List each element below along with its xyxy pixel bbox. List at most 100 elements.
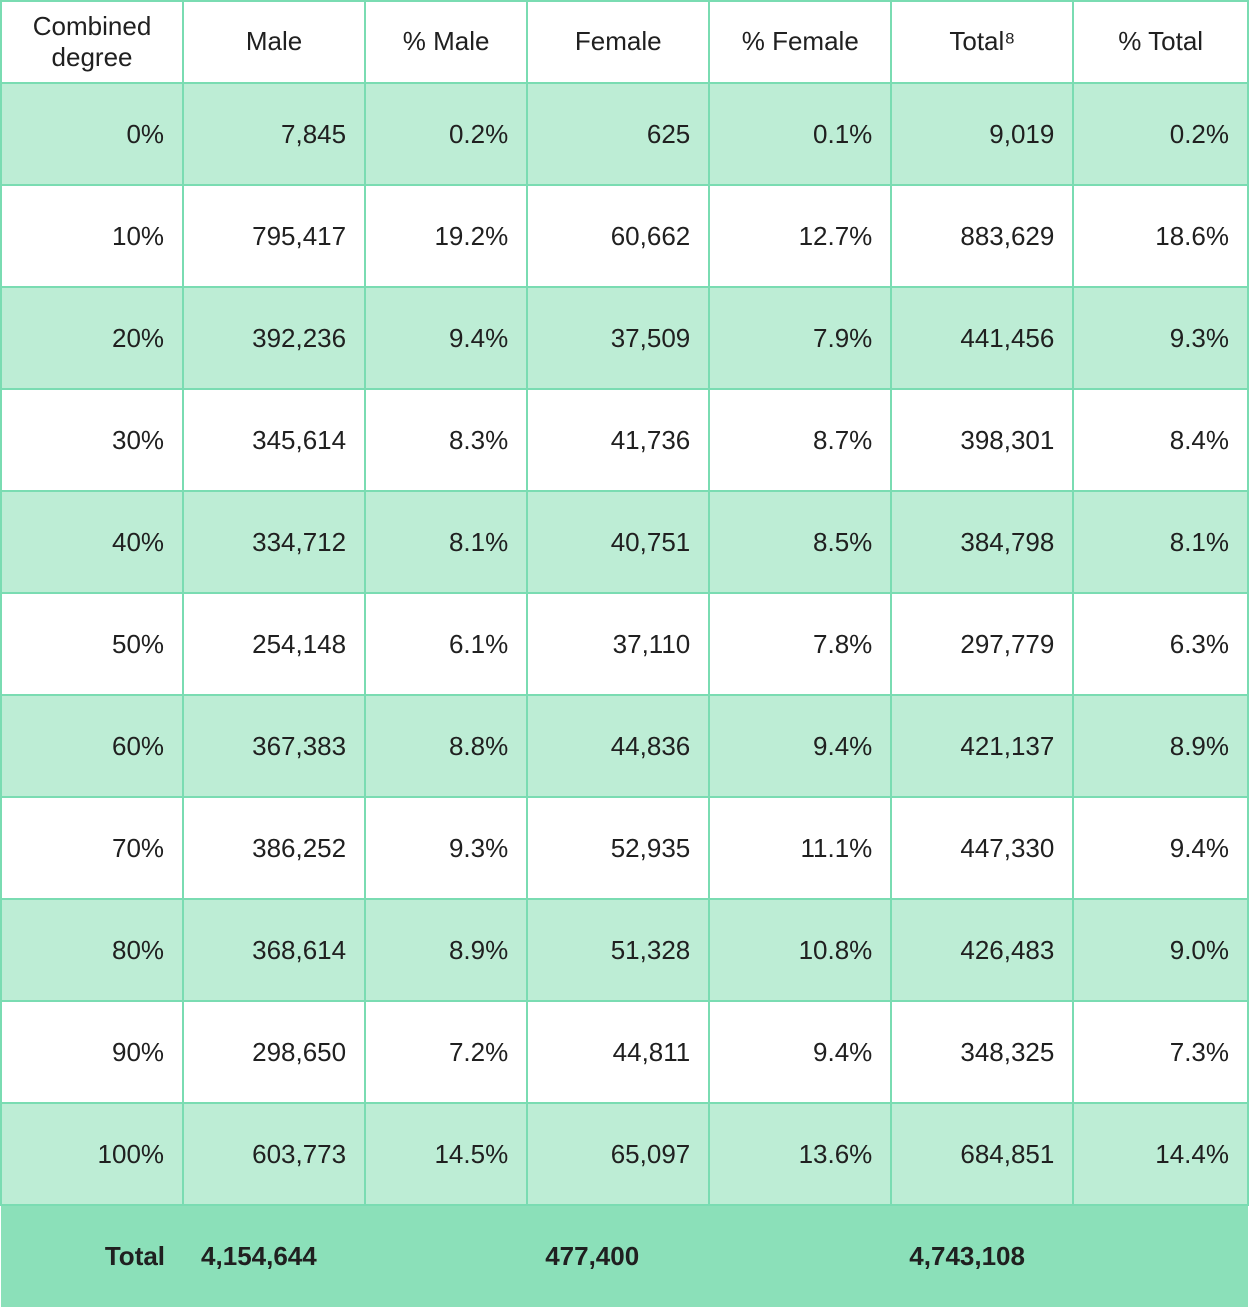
table-cell: 60% bbox=[1, 695, 183, 797]
table-cell: 367,383 bbox=[183, 695, 365, 797]
table-cell: 13.6% bbox=[709, 1103, 891, 1205]
table-cell: 297,779 bbox=[891, 593, 1073, 695]
table-cell: 9.4% bbox=[1073, 797, 1248, 899]
table-cell: 603,773 bbox=[183, 1103, 365, 1205]
table-cell: 7.8% bbox=[709, 593, 891, 695]
footer-label: Total bbox=[1, 1205, 183, 1307]
table-cell: 386,252 bbox=[183, 797, 365, 899]
table-cell: 37,509 bbox=[527, 287, 709, 389]
table-cell: 6.3% bbox=[1073, 593, 1248, 695]
table-cell: 14.5% bbox=[365, 1103, 527, 1205]
table-cell: 9.3% bbox=[1073, 287, 1248, 389]
table-cell: 7.2% bbox=[365, 1001, 527, 1103]
column-header: Male bbox=[183, 1, 365, 83]
table-row: 90%298,6507.2%44,8119.4%348,3257.3% bbox=[1, 1001, 1248, 1103]
table-cell: 384,798 bbox=[891, 491, 1073, 593]
table-cell: 254,148 bbox=[183, 593, 365, 695]
table-cell: 7,845 bbox=[183, 83, 365, 185]
table-cell: 9.4% bbox=[709, 695, 891, 797]
table-cell: 398,301 bbox=[891, 389, 1073, 491]
data-table: Combined degreeMale% MaleFemale% FemaleT… bbox=[0, 0, 1249, 1307]
footer-male-total: 4,154,644 bbox=[183, 1205, 365, 1307]
table-cell: 51,328 bbox=[527, 899, 709, 1001]
table-row: 70%386,2529.3%52,93511.1%447,3309.4% bbox=[1, 797, 1248, 899]
footer-grand-total: 4,743,108 bbox=[891, 1205, 1073, 1307]
table-cell: 6.1% bbox=[365, 593, 527, 695]
table-cell: 19.2% bbox=[365, 185, 527, 287]
table-cell: 37,110 bbox=[527, 593, 709, 695]
table-cell: 9,019 bbox=[891, 83, 1073, 185]
table-cell: 52,935 bbox=[527, 797, 709, 899]
table-row: 100%603,77314.5%65,09713.6%684,85114.4% bbox=[1, 1103, 1248, 1205]
table-cell: 60,662 bbox=[527, 185, 709, 287]
table-cell: 441,456 bbox=[891, 287, 1073, 389]
table-cell: 9.4% bbox=[365, 287, 527, 389]
table-cell: 298,650 bbox=[183, 1001, 365, 1103]
table-header-row: Combined degreeMale% MaleFemale% FemaleT… bbox=[1, 1, 1248, 83]
footer-empty bbox=[1073, 1205, 1248, 1307]
table-cell: 11.1% bbox=[709, 797, 891, 899]
table-cell: 8.5% bbox=[709, 491, 891, 593]
table-row: 80%368,6148.9%51,32810.8%426,4839.0% bbox=[1, 899, 1248, 1001]
footer-female-total: 477,400 bbox=[527, 1205, 709, 1307]
table-cell: 40,751 bbox=[527, 491, 709, 593]
footer-empty bbox=[709, 1205, 891, 1307]
table-cell: 684,851 bbox=[891, 1103, 1073, 1205]
table-cell: 20% bbox=[1, 287, 183, 389]
table-cell: 8.1% bbox=[365, 491, 527, 593]
table-row: 10%795,41719.2%60,66212.7%883,62918.6% bbox=[1, 185, 1248, 287]
table-cell: 70% bbox=[1, 797, 183, 899]
table-cell: 0% bbox=[1, 83, 183, 185]
table-cell: 80% bbox=[1, 899, 183, 1001]
table-cell: 50% bbox=[1, 593, 183, 695]
table-cell: 44,836 bbox=[527, 695, 709, 797]
table-cell: 9.3% bbox=[365, 797, 527, 899]
table-cell: 10.8% bbox=[709, 899, 891, 1001]
table-cell: 348,325 bbox=[891, 1001, 1073, 1103]
table-cell: 426,483 bbox=[891, 899, 1073, 1001]
table-cell: 392,236 bbox=[183, 287, 365, 389]
table-cell: 0.2% bbox=[1073, 83, 1248, 185]
table-cell: 8.3% bbox=[365, 389, 527, 491]
table-cell: 10% bbox=[1, 185, 183, 287]
table-cell: 8.4% bbox=[1073, 389, 1248, 491]
table-cell: 625 bbox=[527, 83, 709, 185]
column-header: Female bbox=[527, 1, 709, 83]
table-cell: 41,736 bbox=[527, 389, 709, 491]
table-row: 30%345,6148.3%41,7368.7%398,3018.4% bbox=[1, 389, 1248, 491]
table-row: 60%367,3838.8%44,8369.4%421,1378.9% bbox=[1, 695, 1248, 797]
table-cell: 65,097 bbox=[527, 1103, 709, 1205]
table-cell: 368,614 bbox=[183, 899, 365, 1001]
table-cell: 0.2% bbox=[365, 83, 527, 185]
table-body: 0%7,8450.2%6250.1%9,0190.2%10%795,41719.… bbox=[1, 83, 1248, 1205]
table-row: 0%7,8450.2%6250.1%9,0190.2% bbox=[1, 83, 1248, 185]
table-cell: 18.6% bbox=[1073, 185, 1248, 287]
table-cell: 334,712 bbox=[183, 491, 365, 593]
table-cell: 8.1% bbox=[1073, 491, 1248, 593]
table-cell: 100% bbox=[1, 1103, 183, 1205]
table-cell: 30% bbox=[1, 389, 183, 491]
table-cell: 8.8% bbox=[365, 695, 527, 797]
table-footer-row: Total 4,154,644 477,400 4,743,108 bbox=[1, 1205, 1248, 1307]
table-cell: 345,614 bbox=[183, 389, 365, 491]
footer-empty bbox=[365, 1205, 527, 1307]
table-cell: 44,811 bbox=[527, 1001, 709, 1103]
table-cell: 883,629 bbox=[891, 185, 1073, 287]
table-cell: 447,330 bbox=[891, 797, 1073, 899]
table-cell: 9.0% bbox=[1073, 899, 1248, 1001]
table-cell: 9.4% bbox=[709, 1001, 891, 1103]
table-row: 20%392,2369.4%37,5097.9%441,4569.3% bbox=[1, 287, 1248, 389]
table-row: 50%254,1486.1%37,1107.8%297,7796.3% bbox=[1, 593, 1248, 695]
table-row: 40%334,7128.1%40,7518.5%384,7988.1% bbox=[1, 491, 1248, 593]
table-cell: 90% bbox=[1, 1001, 183, 1103]
table-cell: 14.4% bbox=[1073, 1103, 1248, 1205]
table-cell: 795,417 bbox=[183, 185, 365, 287]
column-header: % Female bbox=[709, 1, 891, 83]
table-cell: 0.1% bbox=[709, 83, 891, 185]
table-cell: 8.9% bbox=[365, 899, 527, 1001]
table-cell: 8.9% bbox=[1073, 695, 1248, 797]
column-header: % Total bbox=[1073, 1, 1248, 83]
table-cell: 40% bbox=[1, 491, 183, 593]
table-cell: 7.9% bbox=[709, 287, 891, 389]
column-header: % Male bbox=[365, 1, 527, 83]
